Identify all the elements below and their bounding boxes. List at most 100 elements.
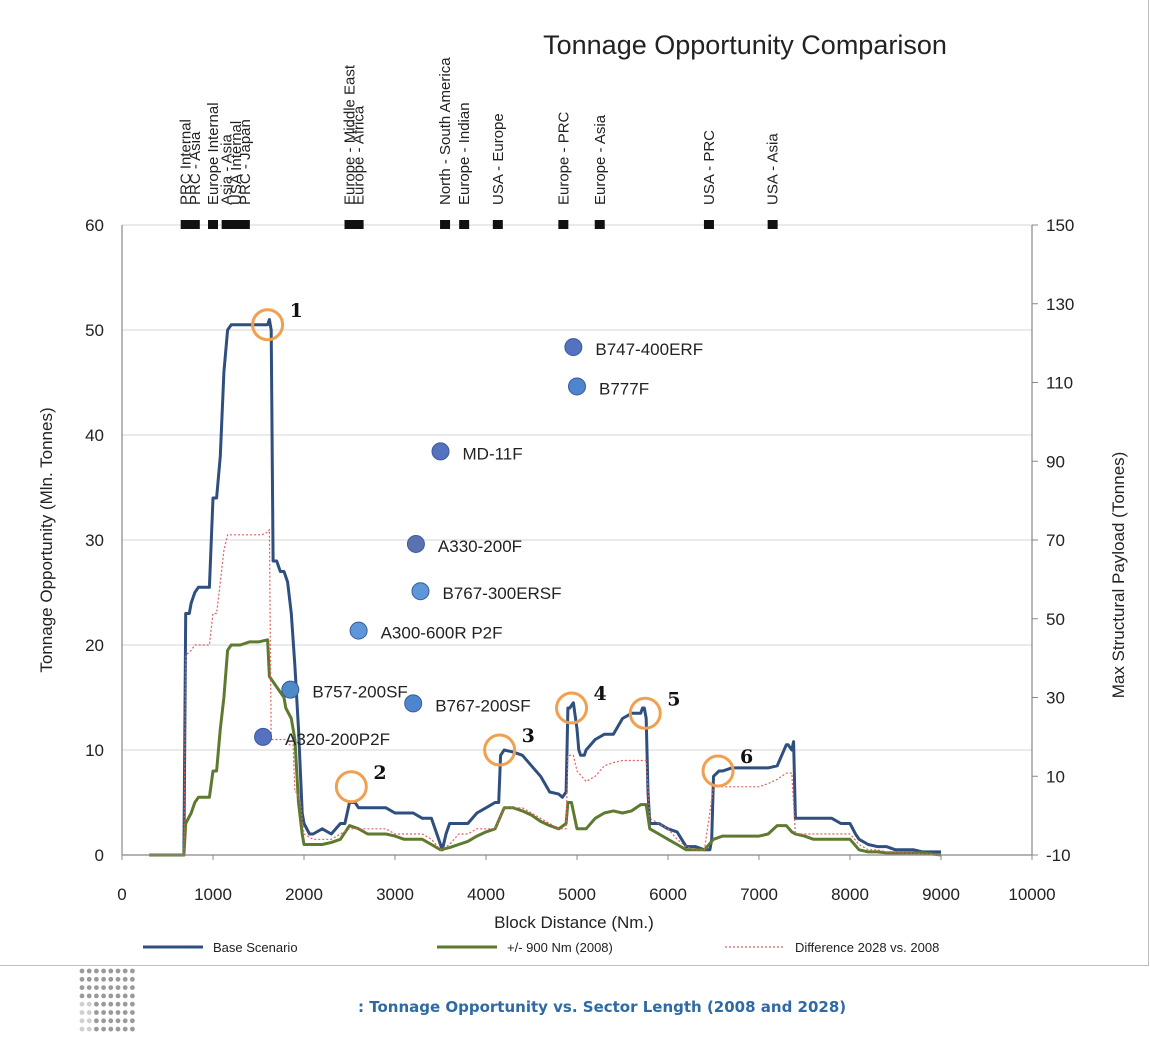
- aircraft-label: A330-200F: [438, 537, 522, 556]
- logo-dot: [115, 1010, 121, 1015]
- y-tick-label: 20: [85, 636, 104, 655]
- aircraft-label: B777F: [599, 379, 649, 398]
- logo-dot: [130, 1018, 135, 1024]
- logo-dot: [94, 993, 99, 999]
- axes: 0 10 20 30 40 50 60 -10 10 30 50 70 90 110 130 150 0 1000…: [85, 216, 1074, 904]
- logo-dot: [94, 1026, 99, 1032]
- route-label: Europe Internal: [205, 102, 222, 205]
- highlight-label: 3: [522, 725, 535, 747]
- aircraft-label: A320-200P2F: [285, 730, 390, 749]
- logo-dot: [86, 1001, 92, 1007]
- legend-label: Base Scenario: [213, 940, 298, 955]
- y-tick-label: 40: [85, 426, 104, 445]
- gridlines: [122, 224, 1032, 751]
- x-tick-label: 6000: [649, 885, 687, 904]
- route-marker-square: [239, 220, 250, 229]
- logo-dot: [122, 976, 128, 982]
- logo-dot: [101, 1018, 106, 1024]
- y2-tick-label: 10: [1046, 767, 1065, 786]
- route-marker-square: [459, 220, 470, 229]
- x-tick-label: 7000: [740, 885, 778, 904]
- logo-dot: [86, 1018, 92, 1024]
- aircraft-point: [568, 377, 586, 396]
- highlight-markers: 1 2 3 4 5 6: [251, 300, 753, 804]
- route-label: USA Internal: [228, 121, 245, 205]
- route-label: Europe - Asia: [592, 114, 609, 205]
- logo-dot: [101, 976, 106, 982]
- logo-dot: [108, 993, 114, 999]
- tonnage-chart: Tonnage Opportunity Comparison PRC Inter…: [37, 30, 1128, 955]
- route-label: PRC Internal: [178, 119, 195, 205]
- highlight-label: 5: [667, 688, 680, 710]
- logo-dot: [94, 1010, 99, 1015]
- y2-tick-label: 130: [1046, 295, 1074, 314]
- y-tick-label: 60: [85, 216, 104, 235]
- logo-dot: [79, 1026, 85, 1032]
- figure-caption: : Tonnage Opportunity vs. Sector Length …: [358, 998, 847, 1016]
- logo-dot: [79, 1018, 85, 1024]
- aircraft-label: MD-11F: [463, 444, 523, 463]
- route-marker-square: [703, 220, 714, 229]
- logo-dot: [79, 985, 85, 990]
- logo-dot: [122, 985, 128, 990]
- highlight-label: 1: [290, 300, 303, 322]
- logo-dot: [115, 968, 121, 974]
- logo-dot: [108, 1010, 114, 1015]
- aircraft-point: [349, 621, 368, 640]
- route-marker-square: [208, 220, 218, 229]
- x-tick-label: 0: [117, 885, 126, 904]
- logo-dot: [79, 968, 85, 974]
- y2-tick-label: 110: [1046, 374, 1073, 393]
- logo-dot: [79, 1001, 85, 1007]
- logo-dot: [108, 1018, 114, 1024]
- route-marker-square: [189, 220, 200, 229]
- legend-label: Difference 2028 vs. 2008: [795, 940, 939, 955]
- y2-tick-label: 150: [1046, 216, 1074, 235]
- logo-dot: [122, 1026, 128, 1032]
- logo-dot: [94, 985, 99, 990]
- logo-dot: [101, 1010, 106, 1015]
- logo-dot: [94, 968, 99, 974]
- highlight-circle: [701, 754, 735, 788]
- aircraft-label: B767-300ERSF: [442, 584, 561, 603]
- highlight-circle: [334, 770, 368, 804]
- frame-right-border: [1148, 0, 1149, 965]
- logo-dot: [79, 976, 85, 982]
- logo-dot: [130, 993, 135, 999]
- highlight-label: 6: [740, 746, 753, 768]
- aircraft-points: B747-400ERF B777F MD-11F A330-200F B767-300E…: [254, 338, 703, 749]
- y-axis-label: Tonnage Opportunity (Mln. Tonnes): [37, 407, 56, 672]
- logo-dot: [122, 1010, 128, 1015]
- logo-dot: [122, 968, 128, 974]
- aircraft-point: [281, 680, 300, 699]
- logo-dot: [122, 1018, 128, 1024]
- route-marker-square: [344, 220, 355, 229]
- logo-dot: [86, 993, 92, 999]
- y-tick-label: 0: [95, 846, 104, 865]
- logo-dot: [130, 968, 135, 974]
- logo-dot: [101, 1026, 106, 1032]
- route-marker-square: [767, 220, 778, 229]
- highlight-circle: [483, 733, 517, 767]
- route-label: USA - PRC: [701, 130, 718, 205]
- route-label: Europe - Africa: [351, 105, 368, 205]
- aircraft-label: B747-400ERF: [595, 340, 703, 359]
- route-label: PRC - Japan: [237, 119, 254, 205]
- logo-dot: [86, 985, 92, 990]
- x-tick-label: 2000: [285, 885, 323, 904]
- highlight-circle: [628, 696, 662, 730]
- aircraft-label: A300-600R P2F: [381, 624, 503, 643]
- dot-grid-logo-icon: [79, 968, 135, 1032]
- highlight-circle: [251, 308, 285, 342]
- route-marker-square: [353, 220, 364, 229]
- aircraft-label: B757-200SF: [312, 683, 407, 702]
- route-label: Europe - Middle East: [342, 64, 359, 205]
- logo-dot: [79, 993, 85, 999]
- logo-dot: [130, 985, 135, 990]
- logo-dot: [115, 1018, 121, 1024]
- y2-tick-label: 70: [1046, 531, 1065, 550]
- route-label: USA - Europe: [490, 113, 507, 205]
- aircraft-point: [564, 338, 583, 357]
- logo-dot: [108, 968, 114, 974]
